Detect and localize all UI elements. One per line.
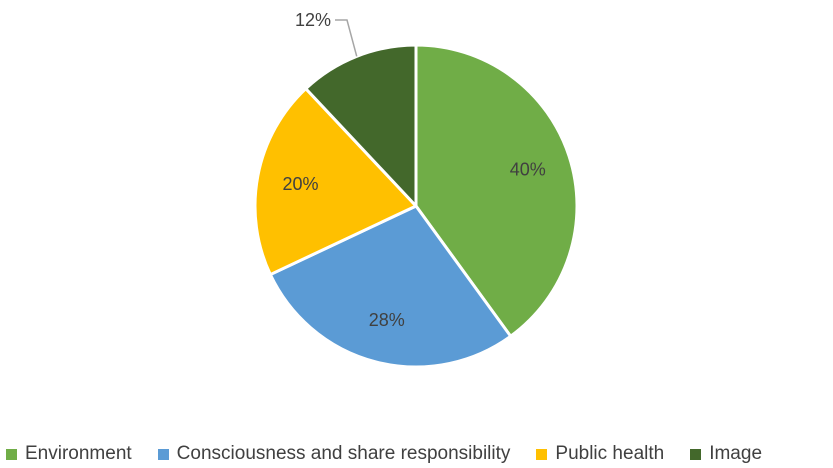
data-label-image: 12% [295, 10, 331, 30]
legend-label-public-health: Public health [555, 443, 665, 464]
legend-swatch-consciousness [157, 448, 169, 460]
legend-swatch-image [690, 448, 702, 460]
pie-chart-svg: 40% 28% 20% 12% [253, 10, 579, 369]
data-label-consciousness: 28% [369, 310, 405, 330]
legend-swatch-environment [6, 448, 17, 460]
legend-label-image: Image [709, 443, 763, 464]
data-label-environment: 40% [510, 160, 546, 180]
pie-slice-public-health [253, 87, 418, 277]
legend-label-consciousness: Consciousness and share responsibility [176, 443, 511, 464]
legend-item-public-health: Public health [536, 443, 664, 465]
data-label-public-health: 20% [283, 174, 319, 194]
legend-item-environment: Environment [6, 443, 132, 465]
legend-label-environment: Environment [25, 443, 132, 464]
pie-slice-image [304, 43, 418, 208]
legend-swatch-public-health [536, 448, 548, 460]
legend-item-image: Image [690, 443, 762, 465]
leader-line-image [335, 19, 358, 57]
pie-slice-consciousness [268, 204, 513, 369]
legend: Environment Consciousness and share resp… [0, 440, 833, 468]
legend-item-consciousness: Consciousness and share responsibility [157, 443, 511, 465]
pie-slice-environment [414, 43, 579, 338]
